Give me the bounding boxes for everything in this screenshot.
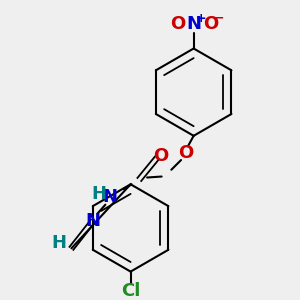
Text: N: N — [85, 212, 100, 230]
Text: H: H — [91, 185, 106, 203]
Text: H: H — [51, 235, 66, 253]
Text: O: O — [170, 15, 186, 33]
Text: −: − — [214, 12, 224, 25]
Text: O: O — [153, 147, 168, 165]
Text: Cl: Cl — [121, 282, 140, 300]
Text: +: + — [196, 12, 207, 25]
Text: N: N — [103, 188, 118, 206]
Text: O: O — [178, 144, 194, 162]
Text: N: N — [186, 15, 201, 33]
Text: O: O — [203, 15, 219, 33]
